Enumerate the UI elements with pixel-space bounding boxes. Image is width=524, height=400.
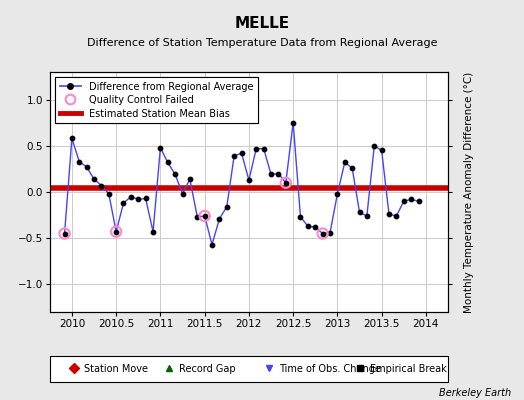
Point xyxy=(326,230,334,236)
Point xyxy=(281,180,290,186)
Text: Berkeley Earth: Berkeley Earth xyxy=(439,388,511,398)
Point xyxy=(296,214,304,220)
Point xyxy=(341,159,349,166)
Point xyxy=(311,224,320,230)
Point xyxy=(252,146,260,152)
Point xyxy=(201,213,209,219)
Text: Record Gap: Record Gap xyxy=(179,364,236,374)
Point xyxy=(193,214,202,220)
Legend: Difference from Regional Average, Quality Control Failed, Estimated Station Mean: Difference from Regional Average, Qualit… xyxy=(54,77,258,123)
Point xyxy=(281,180,290,186)
Point xyxy=(259,146,268,152)
Point xyxy=(141,195,150,202)
Point xyxy=(377,147,386,154)
Point xyxy=(178,191,187,197)
Point xyxy=(392,213,401,219)
Point xyxy=(112,228,121,235)
Point xyxy=(127,194,135,200)
Point xyxy=(208,242,216,248)
Point xyxy=(156,144,165,151)
Point xyxy=(245,177,253,183)
Point xyxy=(60,230,69,237)
Y-axis label: Monthly Temperature Anomaly Difference (°C): Monthly Temperature Anomaly Difference (… xyxy=(464,71,474,313)
Point xyxy=(400,198,408,204)
Point xyxy=(75,158,83,165)
Point xyxy=(267,171,275,178)
Text: Time of Obs. Change: Time of Obs. Change xyxy=(279,364,380,374)
Point xyxy=(363,213,371,219)
FancyBboxPatch shape xyxy=(50,356,448,382)
Point xyxy=(230,153,238,159)
Point xyxy=(407,196,416,202)
Text: Difference of Station Temperature Data from Regional Average: Difference of Station Temperature Data f… xyxy=(87,38,437,48)
Point xyxy=(163,159,172,166)
Point xyxy=(134,196,143,202)
Point xyxy=(355,209,364,216)
Point xyxy=(60,230,69,237)
Point xyxy=(319,230,327,237)
Point xyxy=(82,164,91,170)
Point xyxy=(185,176,194,182)
Point xyxy=(215,216,224,222)
Point xyxy=(274,170,282,177)
Point xyxy=(348,165,356,171)
Point xyxy=(304,223,312,229)
Point xyxy=(414,198,423,204)
Point xyxy=(105,191,113,197)
Text: Empirical Break: Empirical Break xyxy=(370,364,447,374)
Point xyxy=(201,213,209,219)
Point xyxy=(237,150,246,156)
Point xyxy=(68,135,76,142)
Point xyxy=(385,211,393,217)
Point xyxy=(370,143,378,149)
Text: Station Move: Station Move xyxy=(84,364,148,374)
Point xyxy=(149,228,157,235)
Point xyxy=(171,171,179,178)
Point xyxy=(223,204,231,210)
Point xyxy=(119,200,128,206)
Point xyxy=(333,191,342,197)
Point xyxy=(97,182,105,189)
Point xyxy=(319,230,327,237)
Point xyxy=(289,120,297,126)
Point xyxy=(90,176,98,182)
Point xyxy=(112,228,121,235)
Text: MELLE: MELLE xyxy=(234,16,290,31)
